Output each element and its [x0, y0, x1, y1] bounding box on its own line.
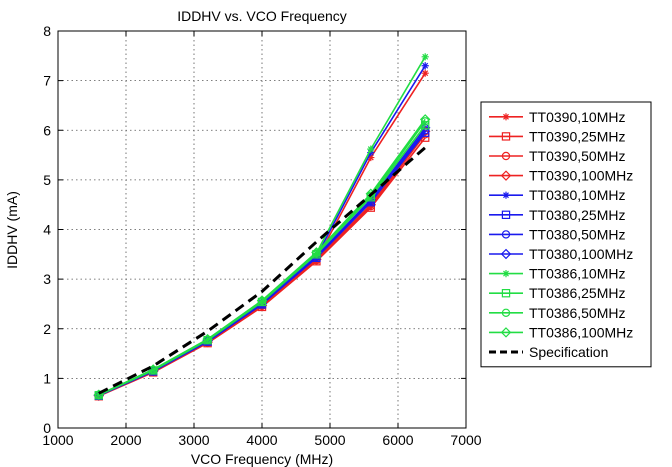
- data-point: [421, 117, 430, 126]
- data-point: [421, 69, 429, 77]
- legend-entry: TT0380,50MHz: [489, 226, 625, 242]
- legend-marker: [501, 132, 511, 141]
- x-tick-label: 7000: [450, 432, 481, 448]
- data-point: [311, 247, 322, 258]
- x-axis-ticks: 1000 2000 3000 4000 5000 6000 7000: [42, 31, 482, 448]
- legend-entry: TT0380,10MHz: [489, 187, 625, 203]
- y-axis-ticks: 0 1 2 3 4 5 6 7 8: [43, 23, 466, 436]
- x-tick-label: 4000: [246, 432, 277, 448]
- legend-entry: Specification: [489, 344, 608, 360]
- legend-marker: [501, 210, 511, 219]
- chart-title: IDDHV vs. VCO Frequency: [177, 8, 347, 24]
- x-tick-label: 6000: [382, 432, 413, 448]
- x-tick-label: 3000: [178, 432, 209, 448]
- legend-label: TT0380,10MHz: [529, 187, 625, 203]
- legend-entry: TT0390,25MHz: [489, 128, 625, 144]
- y-tick-label: 0: [43, 420, 51, 436]
- y-tick-label: 3: [43, 271, 51, 287]
- y-tick-label: 1: [43, 370, 51, 386]
- legend-label: TT0380,50MHz: [529, 226, 625, 242]
- legend-marker: [501, 308, 511, 317]
- data-point: [421, 53, 429, 61]
- x-tick-label: 1000: [42, 432, 73, 448]
- legend-label: TT0380,25MHz: [529, 207, 625, 223]
- legend-marker: [501, 289, 511, 298]
- x-tick-label: 5000: [314, 432, 345, 448]
- y-tick-label: 5: [43, 172, 51, 188]
- legend-entry: TT0390,10MHz: [489, 109, 625, 125]
- legend-label: TT0386,25MHz: [529, 285, 625, 301]
- x-axis-label: VCO Frequency (MHz): [191, 451, 333, 467]
- legend-label: TT0390,10MHz: [529, 109, 625, 125]
- y-tick-label: 7: [43, 73, 51, 89]
- legend-entry: TT0386,10MHz: [489, 266, 625, 282]
- series-specification: [98, 146, 427, 395]
- legend-label: TT0390,25MHz: [529, 128, 625, 144]
- legend-label: TT0390,50MHz: [529, 148, 625, 164]
- legend-label: Specification: [529, 344, 608, 360]
- legend-entry: TT0390,100MHz: [489, 168, 633, 184]
- y-tick-label: 2: [43, 321, 51, 337]
- legend-marker: [500, 327, 512, 338]
- legend-label: TT0390,100MHz: [529, 168, 633, 184]
- x-tick-label: 2000: [110, 432, 141, 448]
- legend-marker: [502, 113, 510, 121]
- legend-label: TT0386,10MHz: [529, 266, 625, 282]
- legend: TT0390,10MHz TT0390,25MHz TT0390,50MHz TT03…: [480, 101, 652, 368]
- legend-entry: TT0390,50MHz: [489, 148, 625, 164]
- data-point: [256, 295, 268, 306]
- legend-entry: TT0380,25MHz: [489, 207, 625, 223]
- data-point: [202, 333, 213, 345]
- legend-marker: [500, 170, 512, 181]
- data-point: [367, 153, 375, 162]
- legend-marker: [501, 151, 511, 161]
- legend-marker: [500, 248, 512, 260]
- y-tick-label: 4: [43, 222, 51, 238]
- data-point: [366, 191, 375, 200]
- legend-label: TT0380,100MHz: [529, 246, 633, 262]
- y-axis-label: IDDHV (mA): [4, 191, 20, 269]
- legend-label: TT0386,100MHz: [529, 324, 633, 340]
- series-layer: [93, 53, 431, 401]
- series-line: [98, 146, 427, 395]
- data-point: [419, 114, 431, 125]
- legend-entry: TT0386,50MHz: [489, 305, 625, 321]
- legend-marker: [502, 191, 510, 199]
- y-tick-label: 6: [43, 122, 51, 138]
- data-point: [367, 145, 375, 153]
- data-point: [421, 62, 429, 70]
- legend-marker: [501, 230, 511, 239]
- legend-label: TT0386,50MHz: [529, 305, 625, 321]
- legend-entry: TT0386,25MHz: [489, 285, 625, 301]
- legend-entry: TT0386,100MHz: [489, 324, 633, 340]
- legend-marker: [502, 270, 510, 278]
- legend-entry: TT0380,100MHz: [489, 246, 633, 262]
- y-tick-label: 8: [43, 23, 51, 39]
